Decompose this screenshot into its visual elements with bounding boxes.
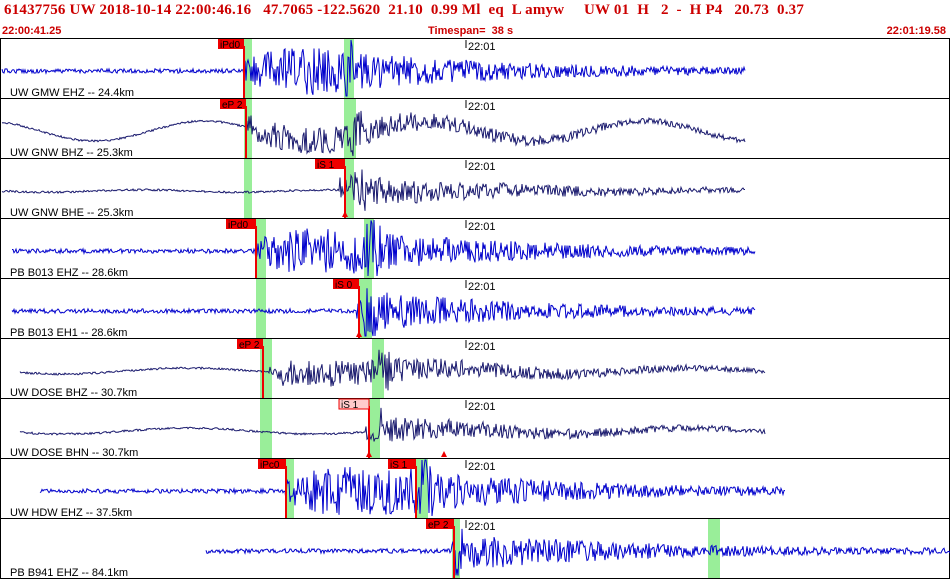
waveform-trace <box>19 349 766 391</box>
waveform-trace <box>11 288 756 337</box>
pick-window <box>244 39 252 98</box>
pick-label: eP 2 <box>428 520 449 531</box>
time-tick: 22:01 <box>468 521 496 533</box>
trace-panel[interactable]: iS 1 22:01 UW GNW BHE -- 25.3km <box>0 158 950 220</box>
seismogram-panels[interactable]: iPd0 22:01 UW GMW EHZ -- 24.4km eP 2 22:01 UW… <box>0 38 950 580</box>
trace-panel[interactable]: eP 2 22:01 PB B941 EHZ -- 84.1km <box>0 518 950 580</box>
pick-label: iPd0 <box>228 220 248 231</box>
waveform-trace <box>39 459 786 517</box>
waveform-trace <box>1 169 745 211</box>
trace-panel[interactable]: eP 2 22:01 UW DOSE BHZ -- 30.7km <box>0 338 950 400</box>
channel-label: UW GNW BHZ -- 25.3km <box>10 147 133 159</box>
pick-label: iS 0 <box>335 280 353 291</box>
pick-label: iS 1 <box>341 400 359 411</box>
pick-flag[interactable] <box>218 39 244 49</box>
time-tick: 22:01 <box>468 341 496 353</box>
channel-label: UW GMW EHZ -- 24.4km <box>10 87 134 99</box>
pick-window <box>260 399 272 458</box>
pick-window <box>244 159 252 218</box>
waveform-trace <box>12 219 756 277</box>
channel-label: UW HDW EHZ -- 37.5km <box>10 507 132 519</box>
pick-window <box>416 459 428 518</box>
arrival-marker <box>441 451 447 457</box>
pick-flag[interactable] <box>333 279 359 289</box>
pick-label: iS 1 <box>390 460 408 471</box>
trace-panel[interactable]: eP 2 22:01 UW GNW BHZ -- 25.3km <box>0 98 950 160</box>
end-time: 22:01:19.58 <box>886 25 946 37</box>
channel-label: PB B013 EHZ -- 28.6km <box>10 267 128 279</box>
channel-label: PB B013 EH1 -- 28.6km <box>10 327 127 339</box>
pick-window <box>256 279 266 338</box>
channel-label: PB B941 EHZ -- 84.1km <box>10 567 128 579</box>
pick-flag[interactable] <box>315 159 345 169</box>
timespan: Timespan= 38 s <box>428 25 514 37</box>
pick-flag[interactable] <box>258 459 286 469</box>
pick-flag[interactable] <box>388 459 416 469</box>
pick-label: eP 2 <box>222 100 243 111</box>
waveform-trace <box>1 39 746 97</box>
header-bar: 61437756 UW 2018-10-14 22:00:46.16 47.70… <box>0 0 950 37</box>
trace-panel[interactable]: iPc0 iS 1 22:01 UW HDW EHZ -- 37.5km <box>0 458 950 520</box>
pick-label: iPc0 <box>260 460 280 471</box>
trace-panel[interactable]: iS 1 22:01 UW DOSE BHN -- 30.7km <box>0 398 950 460</box>
pick-flag[interactable] <box>426 519 454 529</box>
pick-flag[interactable] <box>237 339 263 349</box>
pick-flag[interactable] <box>220 99 246 109</box>
arrival-marker <box>356 331 362 337</box>
trace-panel[interactable]: iPd0 22:01 UW GMW EHZ -- 24.4km <box>0 38 950 100</box>
trace-panel[interactable]: iPd0 22:01 PB B013 EHZ -- 28.6km <box>0 218 950 280</box>
time-tick: 22:01 <box>468 461 496 473</box>
pick-window <box>368 399 380 458</box>
event-summary: 61437756 UW 2018-10-14 22:00:46.16 47.70… <box>4 2 805 18</box>
pick-label: eP 2 <box>239 340 260 351</box>
waveform-trace <box>205 528 950 576</box>
time-tick: 22:01 <box>468 281 496 293</box>
channel-label: UW GNW BHE -- 25.3km <box>10 207 133 219</box>
pick-window <box>452 519 460 578</box>
pick-window <box>286 459 294 518</box>
trace-panel[interactable]: iS 0 22:01 PB B013 EH1 -- 28.6km <box>0 278 950 340</box>
pick-flag[interactable] <box>226 219 256 229</box>
arrival-marker <box>366 451 372 457</box>
time-tick: 22:01 <box>468 41 496 53</box>
pick-label: iPd0 <box>220 40 240 51</box>
time-tick: 22:01 <box>468 101 496 113</box>
time-tick: 22:01 <box>468 161 496 173</box>
channel-label: UW DOSE BHZ -- 30.7km <box>10 387 137 399</box>
channel-label: UW DOSE BHN -- 30.7km <box>10 447 138 459</box>
pick-flag[interactable] <box>338 398 370 410</box>
arrival-marker <box>342 211 348 217</box>
time-tick: 22:01 <box>468 221 496 233</box>
waveform-trace <box>1 110 746 157</box>
start-time: 22:00:41.25 <box>2 25 62 37</box>
waveform-trace <box>19 407 766 442</box>
time-tick: 22:01 <box>468 401 496 413</box>
pick-label: iS 1 <box>317 160 335 171</box>
